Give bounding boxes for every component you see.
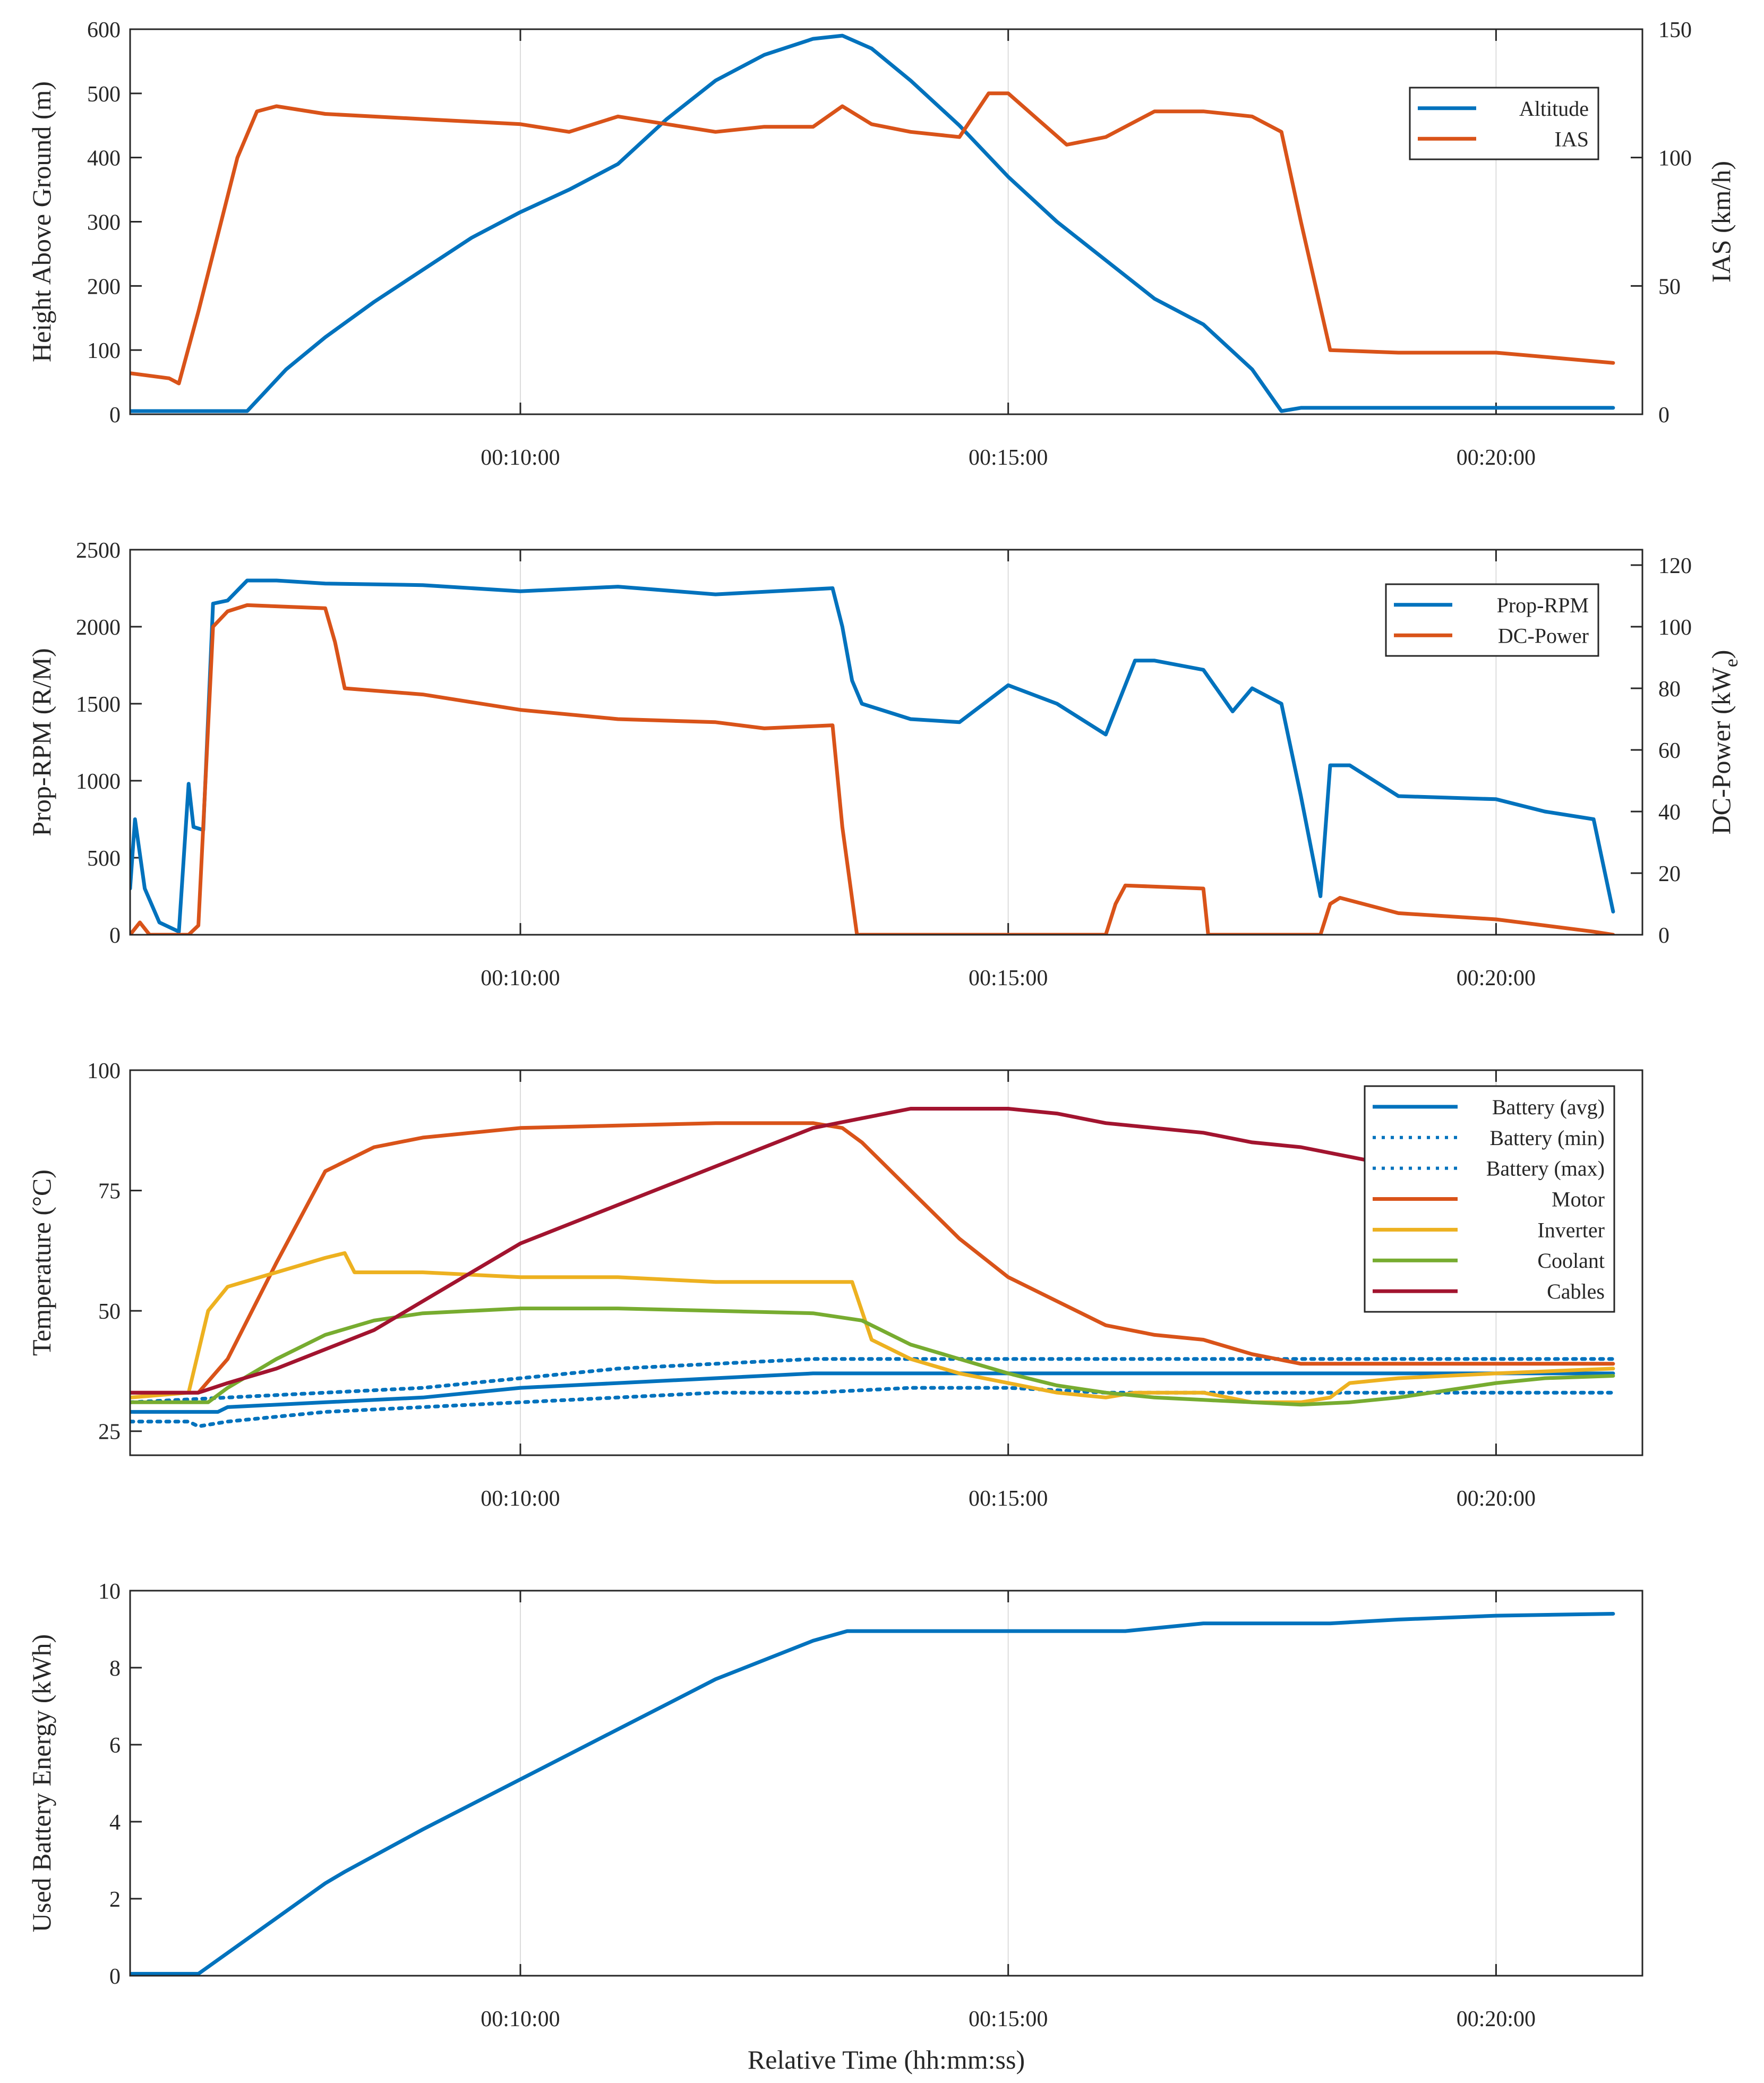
x-tick-label: 00:15:00 [969, 446, 1048, 470]
chart-panel-altitude-ias: 00:10:00 00:15:00 00:20:000100200300400500… [27, 18, 1736, 470]
series-line-cables [130, 1107, 1615, 1395]
legend-label: Battery (max) [1486, 1157, 1605, 1181]
y-right-tick-label: 40 [1658, 800, 1681, 825]
series-line-used-battery-energy [130, 1612, 1615, 1976]
x-tick-label: 00:15:00 [969, 1487, 1048, 1511]
legend-label: Coolant [1537, 1249, 1605, 1273]
legend-label: Battery (min) [1489, 1126, 1605, 1150]
x-axis-label: Relative Time (hh:mm:ss) [748, 2045, 1025, 2075]
y-right-tick-label: 20 [1658, 862, 1681, 886]
series-line-inverter [130, 1251, 1615, 1404]
y-tick-label: 600 [87, 18, 121, 42]
x-tick-label: 00:15:00 [969, 2007, 1048, 2031]
y-tick-label: 6 [109, 1734, 121, 1758]
legend-label: Altitude [1519, 97, 1589, 121]
y-tick-label: 0 [109, 1965, 121, 1989]
y-right-tick-label: 100 [1658, 616, 1692, 640]
y-tick-label: 1000 [76, 770, 121, 794]
y-tick-label: 10 [98, 1580, 121, 1604]
y-tick-label: 500 [87, 82, 121, 107]
legend: Prop-RPM DC-Power [1385, 583, 1599, 657]
series-line-battery-min [130, 1386, 1615, 1429]
x-tick-label: 00:10:00 [481, 966, 560, 991]
y-axis-label: Height Above Ground (m) [27, 81, 56, 362]
y-right-tick-label: 50 [1658, 275, 1681, 299]
series-group [130, 578, 1615, 935]
legend: Battery (avg) Battery (min) Battery (max) M… [1364, 1085, 1615, 1313]
y-tick-label: 50 [98, 1300, 121, 1324]
series-line-altitude [130, 33, 1615, 413]
legend-box [1409, 87, 1599, 160]
y-tick-label: 2000 [76, 616, 121, 640]
x-tick-label: 00:10:00 [481, 1487, 560, 1511]
series-line-ias [130, 91, 1615, 386]
plot-area [130, 1591, 1642, 1976]
legend: Altitude IAS [1409, 87, 1599, 160]
chart-panel-temperatures: 00:10:00 00:15:00 00:20:00 25 50 75 100 Tempera… [27, 1059, 1643, 1511]
x-tick-label: 00:15:00 [969, 966, 1048, 991]
x-tick-label: 00:20:00 [1457, 1487, 1536, 1511]
axes-frame [129, 1069, 1643, 1456]
legend-label: IAS [1555, 127, 1589, 151]
y-right-tick-label: 100 [1658, 147, 1692, 171]
y-tick-label: 2 [109, 1888, 121, 1912]
legend-label: Battery (avg) [1492, 1095, 1605, 1119]
plot-area [130, 29, 1642, 414]
y-tick-label: 100 [87, 1059, 121, 1083]
legend-label: Inverter [1537, 1218, 1605, 1242]
legend-label: Prop-RPM [1497, 593, 1589, 617]
series-line-prop-rpm [130, 578, 1615, 934]
y-tick-label: 2500 [76, 539, 121, 563]
x-tick-label: 00:20:00 [1457, 966, 1536, 991]
y-tick-label: 25 [98, 1420, 121, 1445]
y-right-axis-label: IAS (km/h) [1706, 161, 1736, 283]
x-tick-label: 00:10:00 [481, 446, 560, 470]
y-axis-label: Prop-RPM (R/M) [27, 648, 56, 836]
legend-label: DC-Power [1498, 624, 1589, 647]
axes-frame [129, 28, 1643, 415]
y-tick-label: 1500 [76, 693, 121, 717]
x-tick-label: 00:20:00 [1457, 2007, 1536, 2031]
y-axis-label: Used Battery Energy (kWh) [27, 1634, 56, 1932]
series-group [130, 1612, 1615, 1976]
y-right-tick-label: 0 [1658, 924, 1669, 948]
series-line-battery-max [130, 1357, 1615, 1404]
series-line-coolant [130, 1307, 1615, 1407]
y-tick-label: 300 [87, 211, 121, 235]
y-axis-label: Temperature (°C) [27, 1169, 56, 1356]
chart-panel-rpm-power: 00:10:00 00:15:00 00:20:000500100015002000… [27, 539, 1742, 991]
legend-label: Cables [1547, 1279, 1605, 1303]
y-tick-label: 8 [109, 1657, 121, 1681]
series-line-dc-power [130, 603, 1615, 935]
chart-panel-battery-energy: 00:10:00 00:15:00 00:20:00 0 2 4 6 8 10 Used Batt… [27, 1580, 1643, 2075]
x-tick-label: 00:10:00 [481, 2007, 560, 2031]
y-tick-label: 75 [98, 1180, 121, 1204]
y-right-tick-label: 0 [1658, 403, 1669, 428]
series-line-motor [130, 1121, 1615, 1395]
axes-frame [129, 1590, 1643, 1977]
y-tick-label: 200 [87, 275, 121, 299]
y-tick-label: 100 [87, 339, 121, 363]
y-tick-label: 0 [109, 924, 121, 948]
y-tick-label: 4 [109, 1811, 121, 1835]
x-tick-label: 00:20:00 [1457, 446, 1536, 470]
series-line-battery-avg [130, 1371, 1615, 1414]
series-group [130, 33, 1615, 413]
axes-frame [129, 549, 1643, 936]
y-right-tick-label: 80 [1658, 677, 1681, 702]
y-right-tick-label: 120 [1658, 554, 1692, 578]
series-group [130, 1107, 1615, 1429]
y-right-tick-label: 150 [1658, 18, 1692, 42]
y-tick-label: 400 [87, 147, 121, 171]
y-tick-label: 500 [87, 847, 121, 871]
legend-box [1385, 583, 1599, 657]
y-right-axis-label: DC-Power (kWe) [1706, 650, 1742, 835]
y-right-tick-label: 60 [1658, 739, 1681, 763]
y-tick-label: 0 [109, 403, 121, 428]
legend-label: Motor [1552, 1188, 1605, 1211]
